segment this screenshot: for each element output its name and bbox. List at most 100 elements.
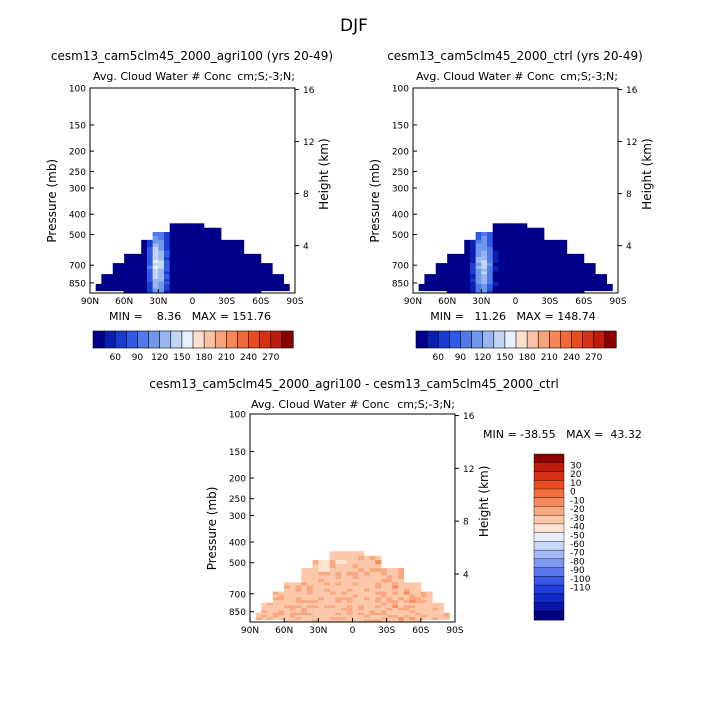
contour-cell [572,281,579,285]
contour-cell [301,600,308,604]
contour-cell [141,288,148,292]
contour-cell [164,243,171,248]
contour-cell [243,260,250,264]
contour-cell [352,588,359,593]
contour-cell [532,257,539,261]
contour-cell [409,591,416,595]
height-tick-label: 16 [626,86,638,96]
contour-cell [169,268,176,272]
contour-cell [543,239,551,244]
contour-cell [295,612,302,616]
contour-cell [526,286,533,289]
contour-cell [158,288,165,292]
contour-cell [426,607,433,611]
contour-cell [238,279,245,282]
contour-cell [341,610,348,614]
contour-cell [158,231,165,237]
colorbar-swatch [415,330,428,349]
contour-cell [146,257,154,261]
contour-cell [306,588,314,593]
contour-cell [284,615,291,618]
contour-cell [358,617,365,621]
colorbar-swatch [159,330,172,349]
contour-cell [261,602,268,606]
contour-cell [318,591,325,595]
contour-cell [169,263,176,267]
contour-cell [261,605,268,609]
contour-cell [238,288,245,292]
contour-cell [118,263,125,267]
contour-cell [498,283,505,287]
contour-cell [243,253,250,258]
contour-cell [437,617,445,621]
contour-cell [509,276,516,280]
contour-cell [215,239,222,244]
contour-cell [277,281,285,285]
contour-cell [260,271,267,275]
height-tick-label: 8 [303,190,309,200]
contour-cell [318,605,325,609]
contour-cell [481,290,488,294]
contour-cell [600,286,608,289]
contour-cell [458,257,465,261]
contour-fill [418,223,613,294]
contour-cell [289,591,296,595]
contour-cell [284,602,291,606]
contour-cell [175,268,182,272]
contour-cell [209,227,216,233]
contour-cell [538,247,545,251]
contour-cell [487,239,494,244]
contour-cell [380,582,388,586]
contour-cell [415,594,422,598]
contour-cell [464,290,471,294]
colorbar-label: 270 [262,353,279,363]
contour-cell [306,582,314,586]
contour-cell [447,253,454,258]
colorbar-label: 210 [218,353,235,363]
contour-cell [289,605,296,609]
contour-cell [181,231,188,237]
contour-cell [186,276,193,280]
contour-cell [509,223,516,229]
y-tick-label: 700 [229,590,246,600]
contour-cell [430,283,437,287]
contour-cell [198,260,205,264]
colorbar-label: 210 [541,353,558,363]
contour-cell [243,265,250,270]
contour-cell [318,610,325,614]
contour-cell [430,288,437,292]
contour-cell [352,591,359,595]
contour-cell [181,268,188,272]
colorbar-swatch [533,602,565,612]
contour-cell [363,588,370,593]
panel-subtitle: Avg. Cloud Water # Conc [93,70,231,83]
contour-cell [209,276,216,280]
contour-cell [272,617,279,621]
colorbar-label: 120 [474,353,491,363]
contour-cell [566,290,573,294]
contour-cell [521,250,528,255]
contour-cell [363,591,370,595]
contour-cell [452,268,459,272]
colorbar-swatch [549,330,562,349]
contour-cell [346,571,353,576]
figure-title: DJF [340,16,368,36]
contour-cell [369,588,376,593]
contour-cell [515,265,522,270]
contour-cell [481,247,488,251]
contour-cell [386,571,393,576]
contour-cell [561,253,568,258]
contour-cell [452,283,459,287]
contour-cell [243,290,250,294]
contour-cell [203,253,210,258]
contour-cell [129,253,136,258]
contour-cell [561,247,568,251]
contour-cell [475,283,482,287]
contour-cell [158,271,165,275]
contour-cell [469,263,477,267]
y-axis-label: Pressure (mb) [368,159,382,243]
contour-cell [392,588,399,593]
contour-cell [424,281,431,285]
contour-cell [443,615,450,618]
contour-cell [209,286,216,289]
